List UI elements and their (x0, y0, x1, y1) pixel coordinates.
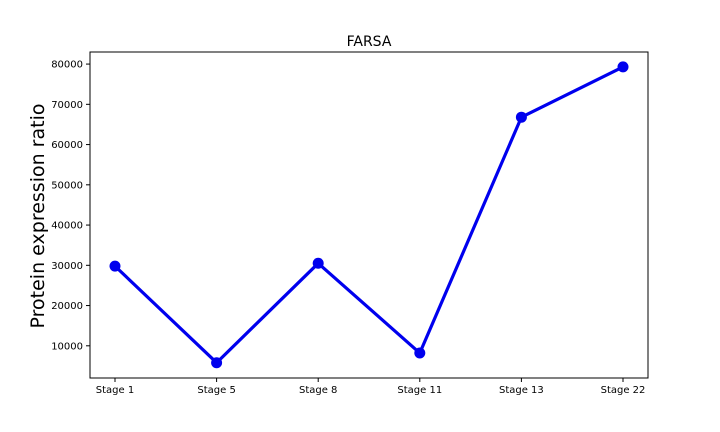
data-point (617, 61, 629, 73)
y-tick-label: 70000 (51, 100, 83, 111)
series-layer (109, 61, 629, 369)
x-tick-label: Stage 22 (601, 385, 646, 396)
y-tick-label: 10000 (51, 341, 83, 352)
y-axis-ticks: 10000 20000 30000 40000 50000 60000 70000 80000 (51, 60, 90, 352)
x-tick-label: Stage 5 (197, 385, 235, 396)
data-point (414, 347, 426, 359)
y-tick-label: 80000 (51, 60, 83, 71)
x-tick-label: Stage 13 (499, 385, 544, 396)
y-tick-label: 20000 (51, 301, 83, 312)
y-tick-label: 40000 (51, 221, 83, 232)
series-line (113, 65, 624, 365)
x-tick-label: Stage 8 (299, 385, 337, 396)
y-tick-label: 50000 (51, 180, 83, 191)
y-tick-label: 30000 (51, 261, 83, 272)
data-point (312, 257, 324, 269)
chart-title: FARSA (347, 34, 392, 50)
data-point (211, 357, 223, 369)
x-tick-label: Stage 1 (96, 385, 134, 396)
y-tick-label: 60000 (51, 140, 83, 151)
x-tick-label: Stage 11 (397, 385, 442, 396)
data-point (515, 111, 527, 123)
data-point (109, 260, 121, 272)
y-axis-label: Protein expression ratio (27, 104, 49, 329)
plot-area-frame (89, 51, 649, 379)
x-axis-ticks: Stage 1 Stage 5 Stage 8 Stage 11 Stage 13 Sta… (96, 378, 646, 396)
